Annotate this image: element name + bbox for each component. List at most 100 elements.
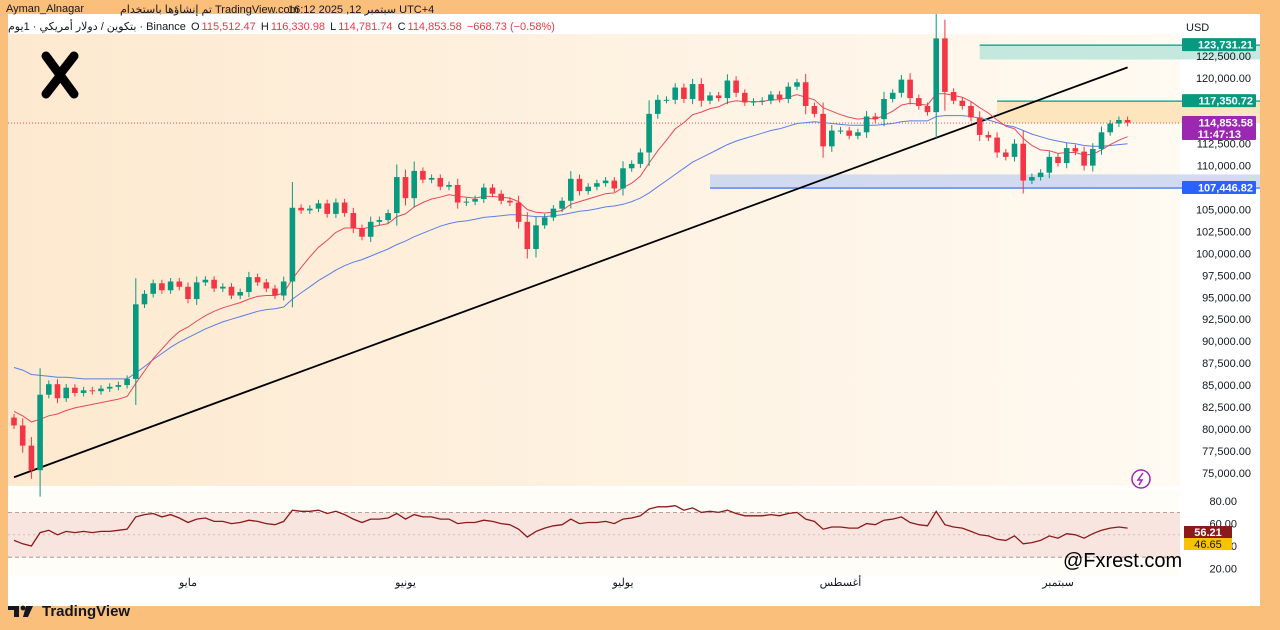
candle-body [655, 99, 661, 114]
candle-body [298, 207, 304, 211]
candle-body [742, 92, 748, 103]
candle-body [141, 293, 148, 305]
candle-body [359, 227, 365, 237]
candle-body [420, 170, 426, 180]
candle-body [759, 100, 765, 102]
candle-body [46, 384, 52, 395]
candle-body [376, 220, 383, 222]
candle-body [855, 132, 861, 136]
y-tick-label: 85,000.00 [1202, 380, 1251, 392]
candle-body [942, 38, 948, 92]
candle-body [72, 387, 78, 393]
candle-body [837, 130, 844, 132]
x-axis-month-label: يونيو [394, 577, 416, 589]
candle-body [246, 277, 252, 293]
candle-body [220, 286, 226, 289]
candle-body [663, 99, 670, 101]
candle-body [350, 213, 357, 228]
candle-body [907, 79, 913, 99]
low-value: 114,781.74 [338, 21, 393, 33]
support-zone [710, 174, 1260, 189]
candle-body [715, 95, 722, 99]
candle-body [254, 277, 261, 283]
candle-body [785, 86, 792, 99]
rsi-value-label: 56.21 [1194, 527, 1222, 539]
candle-body [985, 134, 992, 138]
rsi-value-tag [1184, 526, 1232, 538]
candle-body [193, 282, 200, 300]
candle-body [559, 200, 565, 209]
candle-body [916, 98, 922, 106]
candle-body [498, 193, 504, 201]
candle-body [1020, 143, 1026, 181]
author-name[interactable]: Ayman_Alnagar [6, 3, 85, 15]
y-tick-label: 102,500.00 [1196, 226, 1251, 238]
candle-body [889, 92, 896, 99]
price-tag [1182, 38, 1256, 52]
candle-body [1011, 143, 1018, 157]
y-tick-label: 87,500.00 [1202, 358, 1251, 370]
candle-body [124, 378, 130, 386]
rsi-ma-label: 46.65 [1194, 539, 1222, 551]
candle-body [724, 80, 731, 99]
y-tick-label: 75,000.00 [1202, 468, 1251, 480]
price-tag-value: 117,350.72 [1199, 96, 1253, 108]
candle-body [602, 180, 609, 184]
candle-body [1124, 120, 1131, 123]
tradingview-footer-logo[interactable]: TradingView [8, 602, 130, 620]
y-tick-label: 105,000.00 [1196, 205, 1251, 217]
candle-body [385, 213, 391, 221]
candle-body [576, 178, 583, 192]
x-axis-month-label: سبتمبر [1041, 577, 1074, 589]
candle-body [872, 116, 879, 120]
candle-body [11, 417, 17, 426]
candle-body [1055, 156, 1061, 164]
rsi-tick-label: 20.00 [1209, 563, 1237, 575]
y-tick-label: 95,000.00 [1202, 292, 1251, 304]
candle-body [1003, 152, 1009, 157]
price-tag [1182, 94, 1256, 108]
y-tick-label: 97,500.00 [1202, 270, 1251, 282]
candle-body [411, 170, 417, 199]
close-label: C [397, 21, 406, 33]
change-value: −668.73 (−0.58%) [466, 21, 555, 33]
watermark-handle: @Fxrest.com [1063, 550, 1183, 572]
candle-body [89, 390, 96, 392]
candle-body [106, 386, 113, 389]
price-tag-countdown: 11:47:13 [1198, 129, 1241, 141]
candle-body [1107, 123, 1113, 133]
candle-body [1090, 148, 1096, 166]
candlestick-chart[interactable]: 122,500.00120,000.00115,000.00112,500.00… [8, 14, 1260, 606]
candle-body [750, 101, 757, 103]
candle-body [820, 113, 826, 147]
candle-body [454, 184, 461, 203]
symbol-title[interactable]: بتكوين / دولار أمريكي · 1يوم · Binance [8, 21, 186, 33]
candle-body [1072, 148, 1079, 152]
candle-body [881, 98, 887, 120]
y-tick-label: 100,000.00 [1196, 248, 1251, 260]
lightning-icon[interactable] [1131, 469, 1151, 489]
candle-body [1063, 148, 1070, 164]
candle-body [237, 292, 243, 296]
candle-body [1037, 172, 1044, 178]
x-axis-month-label: مايو [178, 577, 197, 589]
candle-body [159, 283, 165, 291]
rsi-ma-tag [1184, 538, 1232, 550]
high-value: 116,330.98 [270, 21, 326, 33]
candle-body [707, 95, 713, 101]
candle-body [829, 130, 835, 147]
candle-body [1116, 120, 1122, 124]
candle-body [272, 288, 278, 296]
published-with: تم إنشاؤها باستخدام TradingView.com [120, 4, 299, 16]
candle-body [437, 177, 444, 187]
y-tick-label: 82,500.00 [1202, 402, 1251, 414]
y-tick-label: 80,000.00 [1202, 424, 1251, 436]
candle-body [289, 207, 296, 282]
price-tag-value: 123,731.21 [1198, 40, 1253, 52]
candle-body [524, 221, 531, 250]
ema-slow-line [13, 115, 1128, 380]
low-label: L [330, 21, 337, 33]
price-tag [1182, 181, 1256, 195]
candle-body [898, 79, 905, 93]
currency-label: USD [1186, 22, 1209, 34]
